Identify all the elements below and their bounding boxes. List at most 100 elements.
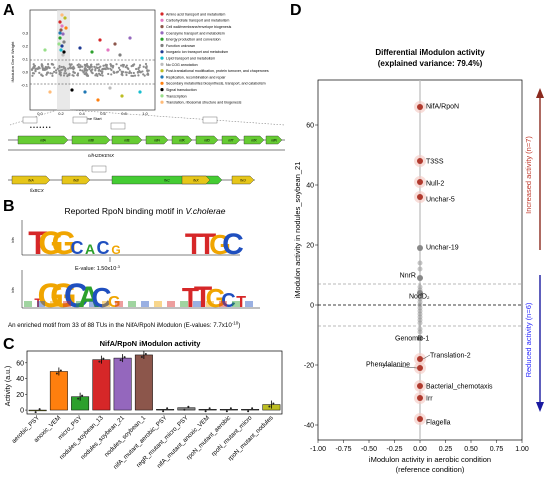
- gene-arrow: [265, 135, 283, 145]
- bar-replicate-point: [123, 356, 126, 359]
- panel-a-y-tick: 0.1: [22, 57, 28, 62]
- bar-replicate-point: [38, 408, 41, 411]
- bar-replicate-point: [119, 359, 122, 362]
- legend-label: Carbohydrate transport and metabolism: [166, 19, 229, 23]
- panel-d-x-tick: 0.25: [439, 446, 453, 453]
- gene-weight-point: [52, 70, 56, 73]
- gene-weight-point: [142, 65, 145, 68]
- gene-weight-point-highlight: [61, 32, 65, 36]
- legend-marker: [160, 62, 164, 66]
- panel-d-point-label: NodD₂: [409, 294, 430, 301]
- gene-weight-point-highlight: [113, 42, 117, 46]
- legend-label: Function unknown: [166, 44, 195, 48]
- legend-marker: [160, 69, 164, 73]
- gene-weight-point-highlight: [62, 50, 66, 54]
- motif-background-letter: [63, 301, 71, 307]
- motif-background-letter: [141, 301, 149, 307]
- bar-replicate-point: [268, 405, 271, 408]
- motif-background-letter: [102, 301, 110, 307]
- gene-weight-point-highlight: [106, 48, 110, 52]
- gene-label-box: [72, 116, 88, 124]
- legend-label: Signal transduction: [166, 88, 197, 92]
- gene-weight-point: [120, 64, 123, 67]
- gene-weight-point: [34, 69, 37, 72]
- legend-marker: [160, 25, 164, 29]
- gene-weight-point: [64, 69, 67, 73]
- panel-a-y-tick: -0.1: [21, 83, 29, 88]
- legend-marker: [160, 37, 164, 41]
- gene-label: nifN: [271, 139, 277, 143]
- bar-replicate-point: [187, 405, 190, 408]
- gene-weight-point: [118, 68, 121, 72]
- panel-d-point: [417, 194, 423, 200]
- motif-background-letter: [167, 301, 175, 307]
- panel-d-x-label: iModulon activity in aerobic condition: [369, 455, 491, 464]
- gene-weight-point: [95, 63, 98, 66]
- motif-letter: C: [222, 228, 244, 261]
- gene-label: fixU: [240, 179, 246, 183]
- gene-weight-point-highlight: [98, 38, 102, 42]
- panel-d-x-tick: 0.00: [413, 446, 427, 453]
- gene-weight-point: [65, 72, 68, 75]
- gene-weight-point: [139, 71, 142, 74]
- legend-label: Lipid transport and metabolism: [166, 57, 215, 61]
- gene-weight-point: [120, 70, 123, 73]
- gene-weight-point-highlight: [57, 42, 61, 46]
- panel-b-svg: Reported RpoN binding motif in V.cholera…: [8, 206, 260, 329]
- panel-d-point-label: Translation-2: [430, 353, 471, 360]
- gene-weight-point: [107, 72, 110, 76]
- panel-d-point-label: Unchar-19: [426, 245, 459, 252]
- gene-weight-point: [122, 65, 125, 68]
- gene-weight-point: [32, 72, 36, 75]
- motif-letter: G: [108, 294, 120, 311]
- panel-d-point: [417, 383, 423, 389]
- gene-weight-point: [69, 64, 72, 68]
- gene-weight-point: [95, 66, 98, 69]
- legend-marker: [160, 12, 164, 16]
- bar-replicate-point: [166, 407, 169, 410]
- panel-a-y-tick: 0.2: [22, 44, 28, 49]
- gene-weight-point-highlight: [60, 24, 64, 28]
- gene-weight-point: [86, 65, 89, 69]
- gene-label: nifK: [179, 139, 185, 143]
- gene-label-box: [91, 165, 107, 173]
- gene-weight-point: [68, 63, 71, 66]
- gene-weight-point-highlight: [62, 40, 66, 44]
- gene-label: fixB: [73, 179, 79, 183]
- gene-arrow: [71, 135, 111, 145]
- panel-d-y-label: iModulon activity in nodules_soybean_21: [293, 162, 302, 299]
- panel-d-x-tick: -0.25: [387, 446, 403, 453]
- panel-d-point-label: Null-2: [426, 181, 444, 188]
- panel-d-point-label: Unchar-5: [426, 197, 455, 204]
- panel-d-point: [417, 104, 423, 110]
- panel-d-point-label: NnrR: [400, 273, 416, 280]
- motif-background-letter: [37, 301, 45, 307]
- gene-weight-point-highlight: [58, 20, 62, 24]
- panel-d-point: [417, 356, 423, 362]
- gene-weight-point: [144, 62, 148, 66]
- gene-weight-point: [46, 66, 49, 70]
- gene-weight-point: [117, 66, 121, 69]
- bar-regR_mutant_micro_PSY: [177, 407, 196, 411]
- panel-a-x-tick: 0.6: [100, 111, 106, 116]
- legend-marker: [160, 50, 164, 54]
- panel-d-point: [417, 335, 423, 341]
- motif-letter: T: [34, 296, 42, 310]
- motif-background-letter: [193, 301, 201, 307]
- legend-label: Replication, recombination and repair: [166, 75, 226, 79]
- panel-d-background-point: [417, 329, 423, 335]
- motif-letter: T: [236, 294, 246, 311]
- panel-d-svg: Differential iModulon activity (explaine…: [293, 48, 544, 474]
- gene-weight-point: [37, 65, 40, 69]
- bar-replicate-point: [144, 352, 147, 355]
- bar-nodules_soybean_1: [134, 354, 153, 411]
- panel-a-x-tick: 0.4: [79, 111, 85, 116]
- gene-weight-point-highlight: [48, 90, 52, 94]
- gene-weight-point: [49, 72, 52, 75]
- motif-letter: A: [78, 281, 100, 314]
- gene-weight-point-highlight: [78, 46, 82, 50]
- motif-letter: C: [64, 277, 89, 315]
- gene-weight-point: [99, 69, 102, 73]
- motif-letter: C: [97, 238, 110, 258]
- gene-weight-point: [81, 65, 84, 68]
